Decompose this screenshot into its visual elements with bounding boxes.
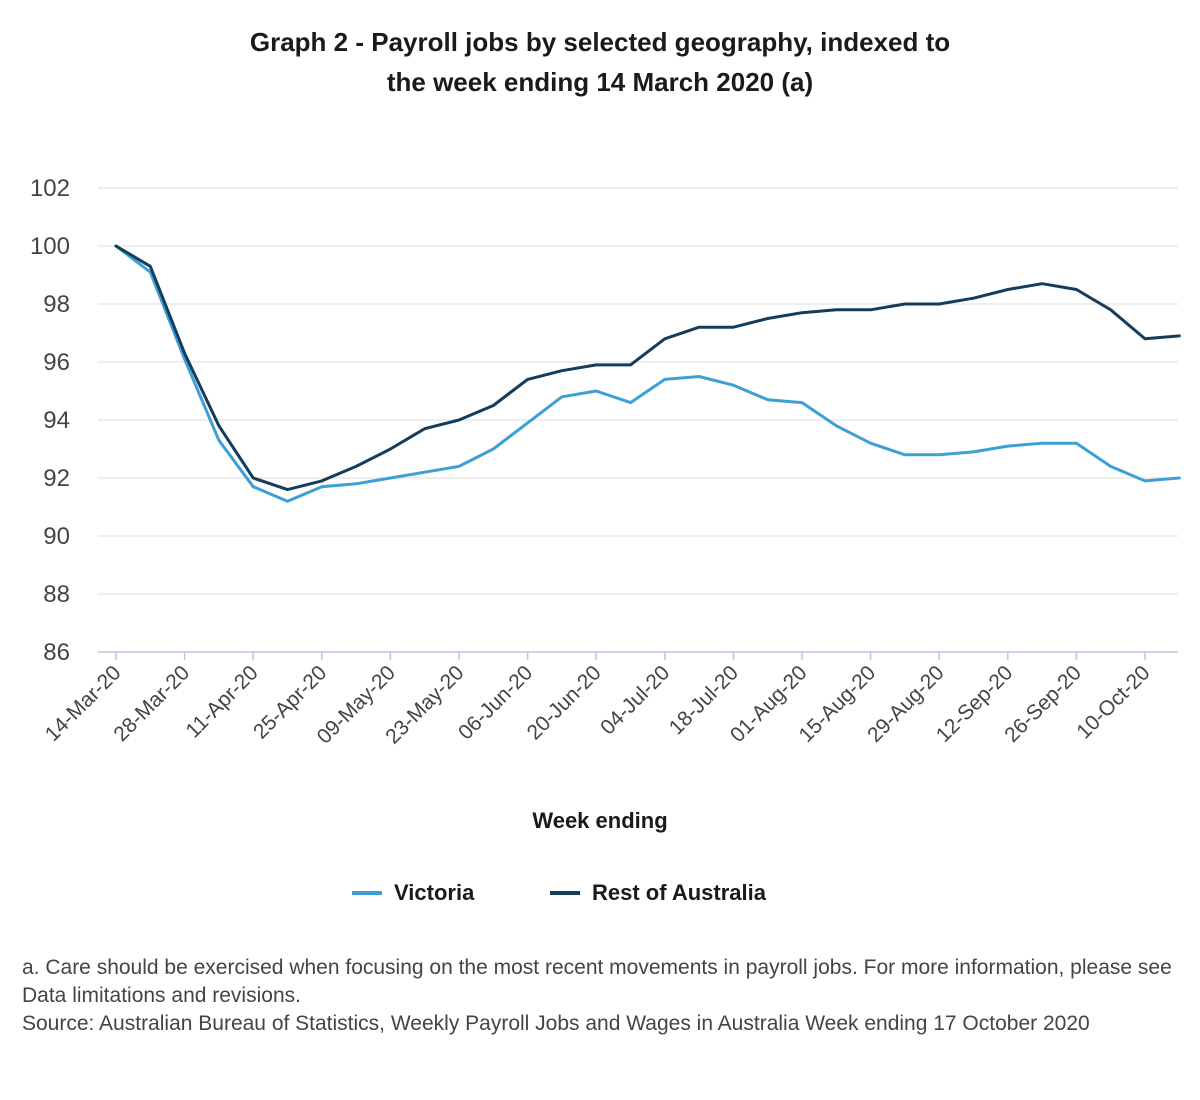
legend-item-rest-of-australia[interactable]: Rest of Australia	[550, 880, 766, 906]
series-line-victoria	[114, 244, 1181, 503]
y-tick-label: 96	[43, 349, 70, 376]
y-tick-label: 86	[43, 639, 70, 666]
x-tick-label: 10-Oct-20	[1072, 661, 1154, 743]
legend-label-rest-of-australia: Rest of Australia	[592, 880, 767, 905]
y-axis-ticks: 102 100 98 96 94 92 90 88 86	[30, 175, 70, 666]
series-line-rest-of-australia	[114, 244, 1181, 492]
source-note: Source: Australian Bureau of Statistics,…	[22, 1012, 1090, 1035]
chart-title-line-2: the week ending 14 March 2020 (a)	[386, 67, 814, 97]
footnotes: a. Care should be exercised when focusin…	[22, 954, 1172, 1038]
x-tick-label: 06-Jun-20	[454, 661, 537, 744]
x-axis-ticks: 14-Mar-2028-Mar-2011-Apr-2025-Apr-2009-M…	[41, 652, 1155, 749]
line-chart: 102 100 98 96 94 92 90 88 86 14-Mar-2028-Mar-201…	[30, 175, 1181, 749]
legend-swatch-victoria	[352, 891, 382, 895]
footnote-a: a. Care should be exercised when focusin…	[22, 956, 1172, 1007]
y-tick-label: 100	[30, 233, 70, 260]
y-tick-label: 98	[43, 291, 70, 318]
x-tick-label: 11-Apr-20	[182, 661, 263, 742]
legend-item-victoria[interactable]: Victoria	[352, 880, 474, 906]
gridlines	[98, 187, 1178, 653]
y-tick-label: 102	[30, 175, 70, 202]
x-tick-label: 28-Mar-20	[109, 661, 194, 746]
x-tick-label: 04-Jul-20	[596, 661, 674, 739]
y-tick-label: 92	[43, 465, 70, 492]
chart-title-line-1: Graph 2 - Payroll jobs by selected geogr…	[249, 27, 951, 57]
x-tick-label: 20-Jun-20	[523, 661, 606, 744]
y-tick-label: 90	[43, 523, 70, 550]
x-axis-label: Week ending	[532, 808, 668, 833]
y-tick-label: 94	[43, 407, 70, 434]
chart-title: Graph 2 - Payroll jobs by selected geogr…	[0, 22, 1200, 102]
legend-swatch-rest-of-australia	[550, 891, 580, 895]
legend: Victoria Rest of Australia	[0, 880, 1200, 912]
legend-label-victoria: Victoria	[394, 880, 475, 905]
series-lines	[114, 244, 1181, 503]
y-tick-label: 88	[43, 581, 70, 608]
